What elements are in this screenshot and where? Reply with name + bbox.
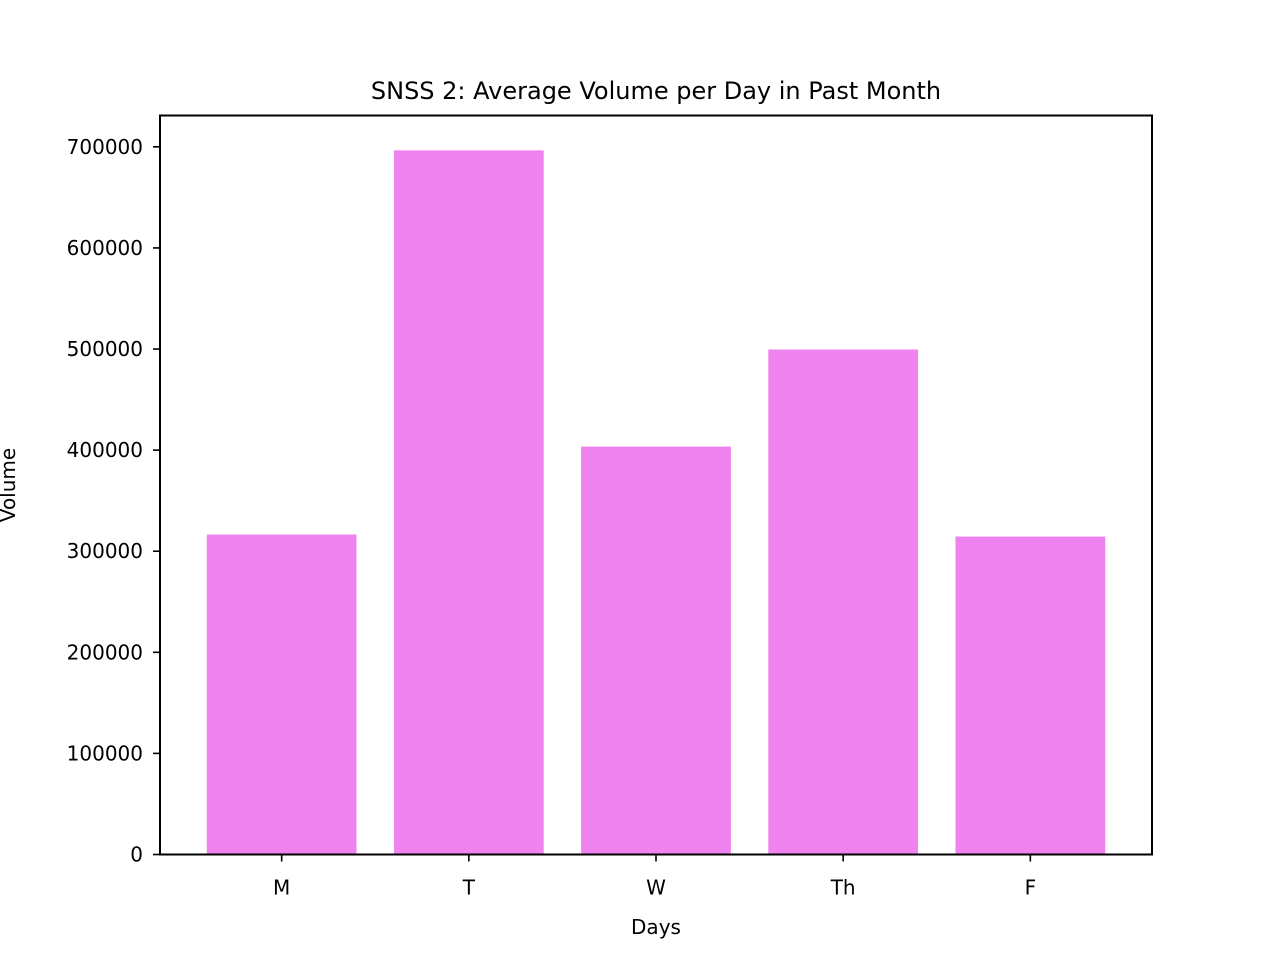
x-tick-label: T xyxy=(462,876,476,900)
bar-f xyxy=(955,536,1106,855)
y-tick-label: 100000 xyxy=(67,741,143,765)
y-tick-label: 600000 xyxy=(67,236,143,260)
y-axis-ticks: 0 100000 200000 300000 400000 500000 600000 700… xyxy=(67,135,160,867)
y-tick-label: 400000 xyxy=(67,438,143,462)
bar-m xyxy=(206,534,357,855)
bar-th xyxy=(768,349,919,855)
bars-group xyxy=(206,150,1106,855)
x-tick-label: F xyxy=(1025,876,1037,900)
y-tick-label: 300000 xyxy=(67,539,143,563)
x-axis-label: Days xyxy=(631,915,681,939)
x-tick-label: M xyxy=(273,876,290,900)
chart-title: SNSS 2: Average Volume per Day in Past M… xyxy=(371,77,941,105)
y-axis-label: Volume xyxy=(0,448,20,522)
bar-t xyxy=(393,150,544,855)
x-tick-label: Th xyxy=(830,876,856,900)
y-tick-label: 700000 xyxy=(67,135,143,159)
x-tick-label: W xyxy=(646,876,666,900)
x-axis-ticks: M T W Th F xyxy=(273,854,1037,900)
y-tick-label: 200000 xyxy=(67,640,143,664)
y-tick-label: 500000 xyxy=(67,337,143,361)
y-tick-label: 0 xyxy=(130,843,143,867)
plot-frame xyxy=(159,114,1153,856)
bar-w xyxy=(581,446,731,855)
